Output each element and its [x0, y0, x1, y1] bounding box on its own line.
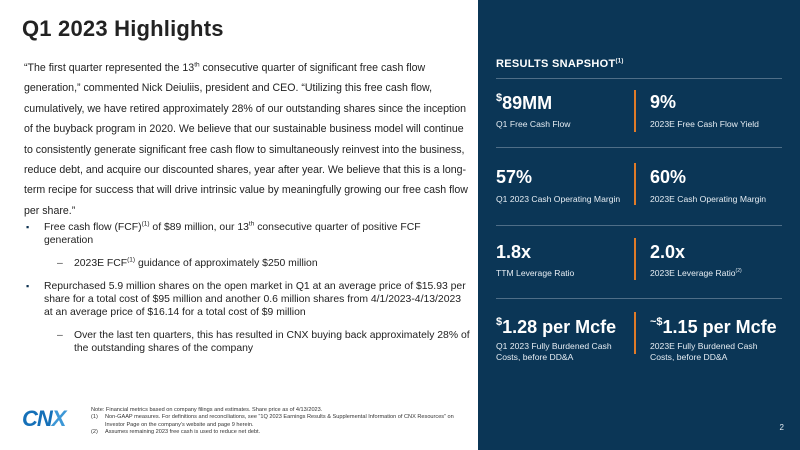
metric-value-2023e-leverage: 2.0x [650, 242, 686, 262]
metric-label-leverage: TTM Leverage Ratio [496, 268, 575, 278]
snapshot-title-text: RESULTS SNAPSHOT [496, 58, 616, 70]
currency-prefix: $ [496, 316, 503, 328]
bullet-text: Over the last ten quarters, this has res… [74, 330, 470, 354]
metric-label-2023e-operating-margin: 2023E Cash Operating Margin [650, 194, 767, 204]
bullet-text: guidance of approximately $250 million [135, 258, 318, 269]
accent-divider [634, 90, 636, 132]
metric-value-2023e-cash-costs: ~$1.15 per Mcfe [650, 316, 777, 338]
content-area: Q1 2023 Highlights “The first quarter re… [22, 16, 471, 437]
metric-label-cash-costs: Q1 2023 Fully Burdened Cash Costs, befor… [496, 341, 612, 362]
ordinal-superscript: th [248, 220, 255, 228]
results-snapshot-panel: RESULTS SNAPSHOT(1) $89MM Q1 Free Cash F… [478, 0, 800, 450]
sub-bullet-fcf-guidance: – 2023E FCF(1) guidance of approximately… [24, 257, 470, 270]
metric-value-text: 1.15 per Mcfe [662, 317, 777, 337]
metric-label-fcf-yield: 2023E Free Cash Flow Yield [650, 119, 759, 129]
bullet-repurchase: ▪ Repurchased 5.9 million shares on the … [24, 280, 470, 319]
metric-label-text: 2023E Leverage Ratio [650, 268, 736, 278]
metric-value-fcf-yield: 9% [650, 92, 677, 112]
metric-label-2023e-leverage: 2023E Leverage Ratio(2) [650, 268, 790, 279]
footnotes: Note: Financial metrics based on company… [91, 407, 471, 437]
accent-divider [634, 163, 636, 205]
footnote-lead: Note: Financial metrics based on company… [91, 407, 323, 413]
footnote-ref: (1) [127, 256, 136, 264]
bullet-fcf: ▪ Free cash flow (FCF)(1) of $89 million… [24, 221, 470, 247]
page-title: Q1 2023 Highlights [22, 16, 224, 41]
metric-value-fcf: $89MM [496, 92, 552, 114]
dash-bullet-icon: – [57, 258, 63, 269]
metric-value-2023e-operating-margin: 60% [650, 167, 687, 187]
page-number: 2 [779, 423, 784, 432]
metric-value-leverage: 1.8x [496, 242, 532, 262]
square-bullet-icon: ▪ [26, 281, 30, 291]
metric-label-fcf: Q1 Free Cash Flow [496, 119, 571, 129]
divider [496, 298, 782, 299]
bullet-text: 2023E FCF [74, 258, 128, 269]
metric-value-text: 89MM [502, 93, 553, 113]
bullet-text: Free cash flow (FCF) [44, 222, 142, 233]
bullet-text: consecutive quarter of positive FCF gene… [44, 222, 421, 246]
footnote-ref: (1) [141, 220, 150, 228]
footnote-ref: (2) [735, 268, 742, 275]
cnx-logo: CNX [22, 406, 67, 432]
sub-bullet-buyback: – Over the last ten quarters, this has r… [24, 329, 470, 355]
accent-divider [634, 312, 636, 354]
quote-text-start: “The first quarter represented the 13 [24, 62, 195, 74]
divider [496, 78, 782, 79]
currency-prefix: $ [496, 92, 503, 104]
footnote-1: (1) Non-GAAP measures. For definitions an… [91, 414, 471, 429]
divider [496, 147, 782, 148]
logo-text-x: X [51, 406, 67, 431]
bullet-text: Repurchased 5.9 million shares on the op… [44, 281, 466, 318]
square-bullet-icon: ▪ [26, 222, 30, 232]
footnote-ref: (1) [615, 58, 624, 65]
divider [496, 225, 782, 226]
quote-superscript: th [194, 61, 200, 69]
metric-label-2023e-cash-costs: 2023E Fully Burdened Cash Costs, before … [650, 341, 758, 362]
quote-text-rest: consecutive quarter of significant free … [24, 62, 468, 217]
metric-value-cash-costs: $1.28 per Mcfe [496, 316, 616, 338]
accent-divider [634, 238, 636, 280]
highlights-list: ▪ Free cash flow (FCF)(1) of $89 million… [24, 221, 470, 365]
footnote-text: Non-GAAP measures. For definitions and r… [105, 414, 454, 428]
footnote-number: (2) [91, 429, 98, 436]
metric-label-operating-margin: Q1 2023 Cash Operating Margin [496, 194, 621, 204]
ceo-quote: “The first quarter represented the 13th … [24, 58, 470, 221]
logo-text: CN [22, 406, 53, 431]
footnote-text: Assumes remaining 2023 free cash is used… [105, 429, 261, 436]
metric-value-operating-margin: 57% [496, 167, 533, 187]
bullet-text: of $89 million, our 13 [149, 222, 249, 233]
metric-value-text: 1.28 per Mcfe [502, 317, 617, 337]
dash-bullet-icon: – [57, 330, 63, 341]
currency-prefix: ~$ [650, 316, 663, 328]
footnote-2: (2) Assumes remaining 2023 free cash is u… [91, 429, 471, 436]
snapshot-title: RESULTS SNAPSHOT(1) [496, 58, 624, 70]
footnote-number: (1) [91, 414, 98, 421]
